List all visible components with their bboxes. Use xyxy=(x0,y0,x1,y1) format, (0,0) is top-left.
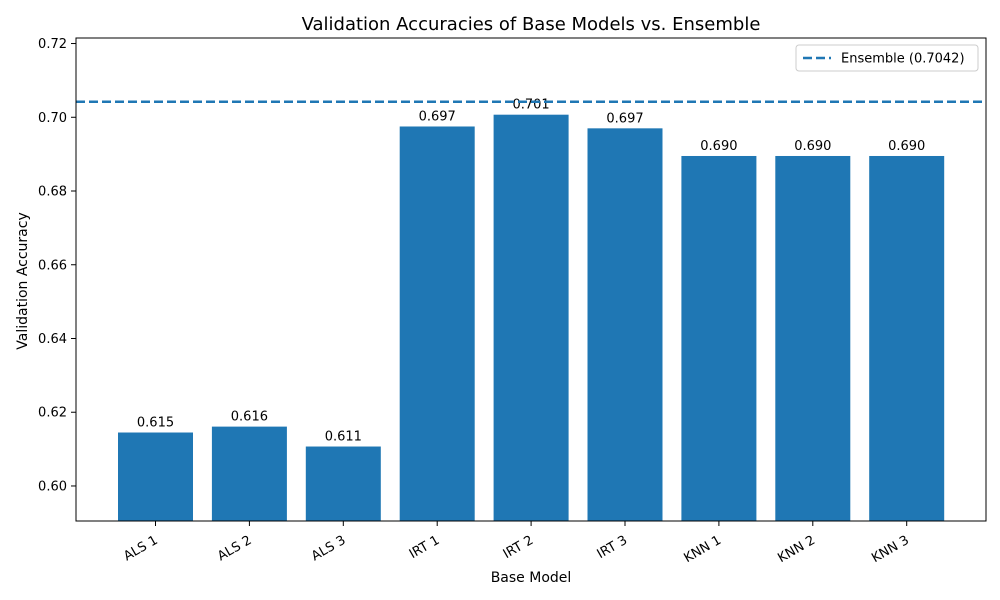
bar-value-label: 0.690 xyxy=(888,139,925,154)
bar-labels-group: 0.615 0.616 0.611 0.697 0.701 0.697 0.690 0.690… xyxy=(137,98,925,445)
bar-als-2 xyxy=(211,426,287,521)
bar-value-label: 0.615 xyxy=(137,416,174,431)
bar-knn-1 xyxy=(681,155,757,521)
bar-value-label: 0.690 xyxy=(794,139,831,154)
chart-title: Validation Accuracies of Base Models vs.… xyxy=(302,14,761,35)
bar-irt-1 xyxy=(399,126,475,521)
y-tick-label: 0.66 xyxy=(38,258,67,273)
bar-knn-3 xyxy=(869,155,945,521)
bar-value-label: 0.616 xyxy=(231,410,268,425)
y-tick-label: 0.62 xyxy=(38,406,67,421)
y-tick-label: 0.60 xyxy=(38,479,67,494)
legend: Ensemble (0.7042) xyxy=(795,44,979,72)
bar-als-3 xyxy=(305,446,381,521)
y-axis-label: Validation Accuracy xyxy=(15,212,31,350)
legend-label-ensemble: Ensemble (0.7042) xyxy=(841,52,965,67)
x-tick-label: KNN 1 xyxy=(681,533,723,566)
x-tick-label: IRT 3 xyxy=(595,533,630,562)
bar-irt-3 xyxy=(587,128,663,521)
legend-box xyxy=(795,44,979,72)
y-axis: 0.60 0.62 0.64 0.66 0.68 0.70 0.72 xyxy=(38,37,76,494)
bars-group xyxy=(118,114,945,522)
y-tick-label: 0.72 xyxy=(38,37,67,52)
x-axis: ALS 1 ALS 2 ALS 3 IRT 1 IRT 2 IRT 3 KNN 1 KNN 2… xyxy=(121,521,912,566)
x-tick-label: KNN 3 xyxy=(869,533,911,566)
bar-value-label: 0.611 xyxy=(325,430,362,445)
x-tick-label: ALS 2 xyxy=(215,533,254,564)
bar-knn-2 xyxy=(775,155,851,521)
y-tick-label: 0.70 xyxy=(38,111,67,126)
x-tick-label: ALS 1 xyxy=(121,533,160,564)
x-tick-label: IRT 1 xyxy=(407,533,442,562)
bar-als-1 xyxy=(118,432,193,521)
bar-irt-2 xyxy=(493,114,569,522)
y-tick-label: 0.68 xyxy=(38,185,67,200)
x-tick-label: KNN 2 xyxy=(775,533,817,566)
x-axis-label: Base Model xyxy=(491,570,572,586)
y-tick-label: 0.64 xyxy=(38,332,67,347)
bar-value-label: 0.697 xyxy=(419,109,456,124)
bar-value-label: 0.697 xyxy=(606,111,643,126)
bar-value-label: 0.690 xyxy=(700,139,737,154)
x-tick-label: ALS 3 xyxy=(309,533,348,564)
x-tick-label: IRT 2 xyxy=(501,533,536,562)
bar-value-label: 0.701 xyxy=(512,98,549,113)
